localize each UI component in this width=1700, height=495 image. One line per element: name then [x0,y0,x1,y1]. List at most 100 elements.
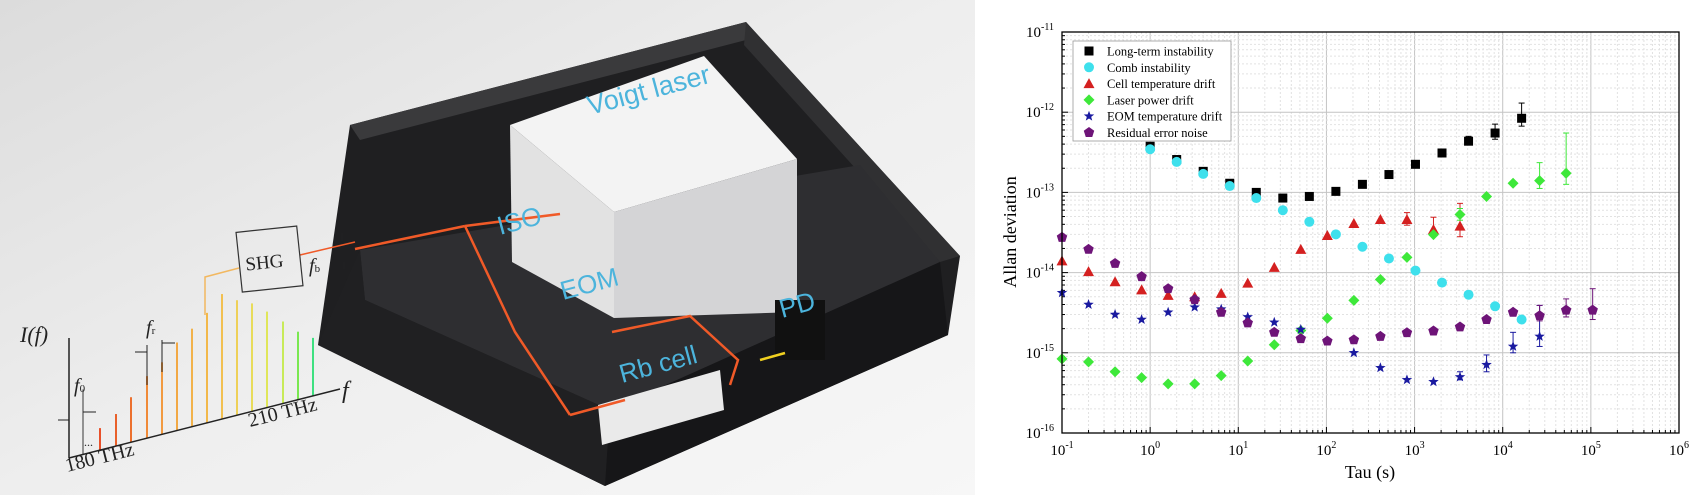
data-point [1295,243,1307,254]
data-point [1534,310,1545,321]
data-point [1162,283,1174,294]
data-point [1437,148,1447,158]
data-point [1295,324,1307,334]
data-point [1410,159,1420,169]
data-point [1357,241,1368,252]
data-point [1251,187,1261,197]
data-point [1242,311,1253,322]
data-point [1215,287,1227,298]
legend-item: EOM temperature drift [1083,110,1223,124]
laser-beam-path [299,212,740,417]
data-point [1215,370,1227,382]
pd-mount [775,300,825,360]
data-point [1507,306,1519,317]
data-point [1463,289,1474,300]
data-point [1374,213,1386,224]
series-cell-temperature-drift [1056,202,1466,302]
data-point [1083,266,1095,277]
data-point [1454,220,1466,231]
rb-cell-holder [598,370,724,445]
tick-labels: 10-1 100 101 102 103 104 105 106 10-11 10-12 10-13… [1026,22,1689,459]
data-point [1348,347,1360,358]
data-point [1560,167,1572,179]
data-point [1427,223,1439,234]
legend-item: Residual error noise [1083,126,1208,140]
data-point [1268,261,1280,272]
data-point [1383,253,1394,264]
allan-deviation-chart: 10-1 100 101 102 103 104 105 106 10-11 10-12 10-13… [1000,22,1689,483]
data-point [1348,334,1360,345]
data-point [1587,304,1598,315]
data-point [1481,314,1492,324]
data-point [1242,317,1253,328]
legend-label: Laser power drift [1107,93,1194,107]
data-point [1109,276,1121,287]
legend-marker [1083,127,1095,137]
dimension-arrows [58,233,345,421]
data-point [1507,177,1519,189]
series-comb-instability [1145,144,1527,325]
data-point [1490,301,1501,312]
comb-spectrum [82,294,314,455]
f0-label: f0 [74,375,86,397]
x-tick-label: 103 [1405,440,1425,459]
data-marks [1056,102,1598,390]
legend-item: Long-term instability [1084,45,1214,59]
x-axis-label: Tau (s) [1345,462,1395,483]
data-point [1507,340,1519,351]
legend-marker [1083,78,1095,89]
data-point [1198,168,1209,179]
data-point [1534,175,1546,187]
x-tick-label: 104 [1493,440,1513,459]
legend-marker [1083,94,1095,106]
data-point [1401,213,1413,224]
x-tick-label: 105 [1581,440,1601,459]
data-point [1384,170,1394,180]
data-point [1136,372,1148,384]
x-tick-label: 10-1 [1050,440,1073,459]
data-point [1534,330,1545,341]
data-point [1136,314,1147,324]
data-point [1251,193,1262,204]
data-point [1348,217,1360,228]
data-point [1321,312,1333,324]
data-point [1428,376,1439,387]
shg-label: SHG [244,251,284,276]
data-point [1331,186,1341,196]
data-point [1295,333,1307,344]
voigt-laser-module [510,56,797,318]
series-residual-error-noise [1056,231,1598,346]
data-point [1189,301,1200,312]
y-axis-label: Allan deviation [1000,176,1020,287]
legend-label: Cell temperature drift [1107,77,1216,91]
legend-box [1072,40,1232,142]
ellipsis-label: ... [84,435,93,449]
data-point [1437,277,1448,288]
data-point [1304,191,1314,201]
legend-marker [1083,110,1095,121]
data-point [1277,205,1288,216]
data-point [1162,289,1174,300]
data-point [1374,274,1386,286]
intensity-axis-label: I(f) [19,322,48,347]
y-tick-label: 10-16 [1026,423,1054,442]
data-point [1109,366,1121,378]
data-point [1490,128,1500,138]
x-tick-label: 101 [1228,440,1248,459]
data-point [1321,230,1333,241]
data-point [1454,371,1466,382]
legend-marker [1084,46,1094,56]
data-point [1278,193,1288,203]
data-point [1136,284,1148,295]
data-point [1268,339,1280,351]
data-point [1083,299,1094,309]
data-point [1464,136,1474,146]
data-point [1516,314,1527,325]
data-point [1428,325,1439,336]
data-point [1109,257,1121,268]
data-point [1375,330,1386,341]
grid [1062,32,1679,433]
data-point [1304,216,1315,227]
data-point [1162,306,1174,317]
data-point [1171,156,1182,167]
